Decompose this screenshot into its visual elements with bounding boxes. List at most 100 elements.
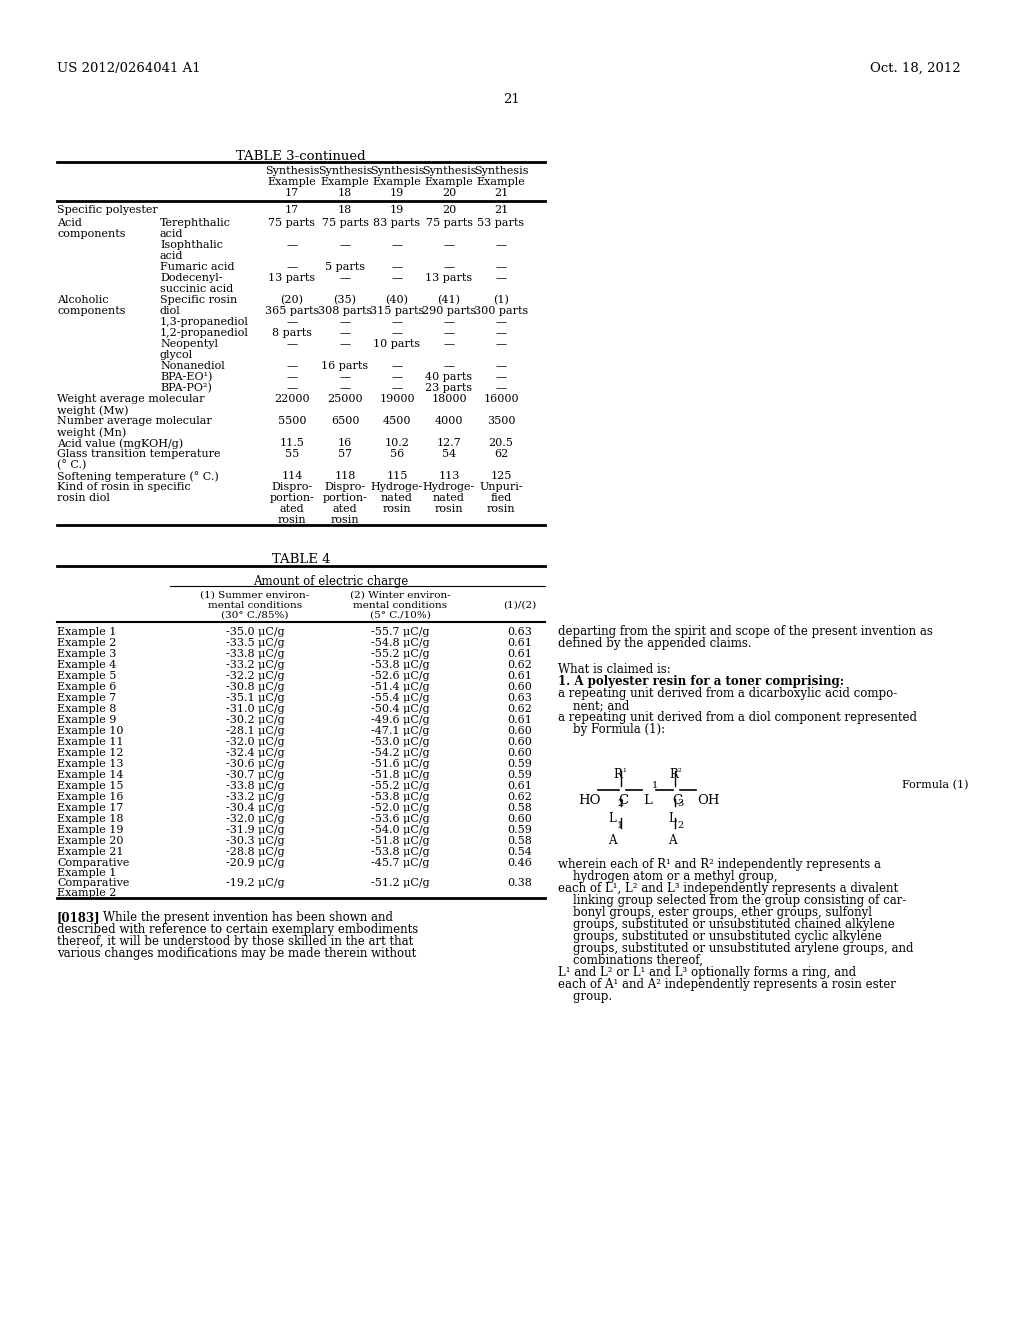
Text: 3: 3 xyxy=(677,800,683,808)
Text: Example: Example xyxy=(425,177,473,187)
Text: 21: 21 xyxy=(504,92,520,106)
Text: Number average molecular: Number average molecular xyxy=(57,416,212,426)
Text: —: — xyxy=(496,360,507,371)
Text: rosin: rosin xyxy=(278,515,306,525)
Text: Example 16: Example 16 xyxy=(57,792,124,803)
Text: 0.61: 0.61 xyxy=(508,649,532,659)
Text: Example 2: Example 2 xyxy=(57,888,117,898)
Text: R: R xyxy=(669,768,678,781)
Text: —: — xyxy=(496,273,507,282)
Text: Nonanediol: Nonanediol xyxy=(160,360,224,371)
Text: -35.0 μC/g: -35.0 μC/g xyxy=(225,627,285,638)
Text: diol: diol xyxy=(160,306,181,315)
Text: 0.63: 0.63 xyxy=(508,693,532,704)
Text: Dodecenyl-: Dodecenyl- xyxy=(160,273,222,282)
Text: —: — xyxy=(496,317,507,327)
Text: —: — xyxy=(287,317,298,327)
Text: -35.1 μC/g: -35.1 μC/g xyxy=(225,693,285,704)
Text: Example 17: Example 17 xyxy=(57,803,123,813)
Text: rosin: rosin xyxy=(383,504,412,513)
Text: 0.38: 0.38 xyxy=(508,878,532,888)
Text: 23 parts: 23 parts xyxy=(425,383,472,393)
Text: 1: 1 xyxy=(652,781,658,791)
Text: Dispro-: Dispro- xyxy=(271,482,312,492)
Text: rosin: rosin xyxy=(331,515,359,525)
Text: Synthesis: Synthesis xyxy=(370,166,424,176)
Text: Example 20: Example 20 xyxy=(57,836,124,846)
Text: 19: 19 xyxy=(390,205,404,215)
Text: 54: 54 xyxy=(442,449,456,459)
Text: -53.0 μC/g: -53.0 μC/g xyxy=(371,737,429,747)
Text: TABLE 4: TABLE 4 xyxy=(271,553,331,566)
Text: -55.7 μC/g: -55.7 μC/g xyxy=(371,627,429,638)
Text: 0.59: 0.59 xyxy=(508,759,532,770)
Text: -33.2 μC/g: -33.2 μC/g xyxy=(225,660,285,671)
Text: linking group selected from the group consisting of car-: linking group selected from the group co… xyxy=(558,894,906,907)
Text: Example 10: Example 10 xyxy=(57,726,124,737)
Text: -32.2 μC/g: -32.2 μC/g xyxy=(225,671,285,681)
Text: —: — xyxy=(496,339,507,348)
Text: -31.9 μC/g: -31.9 μC/g xyxy=(225,825,285,836)
Text: —: — xyxy=(391,273,402,282)
Text: groups, substituted or unsubstituted cyclic alkylene: groups, substituted or unsubstituted cyc… xyxy=(558,931,882,942)
Text: —: — xyxy=(287,360,298,371)
Text: -28.1 μC/g: -28.1 μC/g xyxy=(225,726,285,737)
Text: glycol: glycol xyxy=(160,350,194,360)
Text: 0.59: 0.59 xyxy=(508,825,532,836)
Text: 16000: 16000 xyxy=(483,393,519,404)
Text: 0.61: 0.61 xyxy=(508,638,532,648)
Text: Example 3: Example 3 xyxy=(57,649,117,659)
Text: wherein each of R¹ and R² independently represents a: wherein each of R¹ and R² independently … xyxy=(558,858,881,871)
Text: —: — xyxy=(287,261,298,272)
Text: Acid: Acid xyxy=(57,218,82,228)
Text: 19: 19 xyxy=(390,187,404,198)
Text: —: — xyxy=(443,261,455,272)
Text: Specific polyester: Specific polyester xyxy=(57,205,158,215)
Text: -33.8 μC/g: -33.8 μC/g xyxy=(225,781,285,791)
Text: 0.63: 0.63 xyxy=(508,627,532,638)
Text: —: — xyxy=(496,383,507,393)
Text: -51.2 μC/g: -51.2 μC/g xyxy=(371,878,429,888)
Text: Example 9: Example 9 xyxy=(57,715,117,725)
Text: US 2012/0264041 A1: US 2012/0264041 A1 xyxy=(57,62,201,75)
Text: L: L xyxy=(668,812,676,825)
Text: Example 15: Example 15 xyxy=(57,781,124,791)
Text: 75 parts: 75 parts xyxy=(322,218,369,228)
Text: 0.60: 0.60 xyxy=(508,814,532,824)
Text: -55.2 μC/g: -55.2 μC/g xyxy=(371,649,429,659)
Text: (20): (20) xyxy=(281,294,303,305)
Text: portion-: portion- xyxy=(323,492,368,503)
Text: mental conditions: mental conditions xyxy=(353,601,447,610)
Text: Example 6: Example 6 xyxy=(57,682,117,692)
Text: 113: 113 xyxy=(438,471,460,480)
Text: 2: 2 xyxy=(617,800,624,808)
Text: -53.8 μC/g: -53.8 μC/g xyxy=(371,792,429,803)
Text: components: components xyxy=(57,306,126,315)
Text: —: — xyxy=(339,317,350,327)
Text: group.: group. xyxy=(558,990,612,1003)
Text: -33.8 μC/g: -33.8 μC/g xyxy=(225,649,285,659)
Text: 1,2-propanediol: 1,2-propanediol xyxy=(160,327,249,338)
Text: 300 parts: 300 parts xyxy=(474,306,528,315)
Text: 0.58: 0.58 xyxy=(508,836,532,846)
Text: 18: 18 xyxy=(338,205,352,215)
Text: -51.4 μC/g: -51.4 μC/g xyxy=(371,682,429,692)
Text: A: A xyxy=(608,834,616,847)
Text: -51.6 μC/g: -51.6 μC/g xyxy=(371,759,429,770)
Text: Synthesis: Synthesis xyxy=(317,166,373,176)
Text: 53 parts: 53 parts xyxy=(477,218,524,228)
Text: 6500: 6500 xyxy=(331,416,359,426)
Text: groups, substituted or unsubstituted arylene groups, and: groups, substituted or unsubstituted ary… xyxy=(558,942,913,954)
Text: 290 parts: 290 parts xyxy=(422,306,476,315)
Text: departing from the spirit and scope of the present invention as: departing from the spirit and scope of t… xyxy=(558,624,933,638)
Text: —: — xyxy=(391,372,402,381)
Text: -53.8 μC/g: -53.8 μC/g xyxy=(371,847,429,857)
Text: Example: Example xyxy=(373,177,421,187)
Text: Example 5: Example 5 xyxy=(57,671,117,681)
Text: -32.0 μC/g: -32.0 μC/g xyxy=(225,737,285,747)
Text: 10 parts: 10 parts xyxy=(374,339,421,348)
Text: -54.8 μC/g: -54.8 μC/g xyxy=(371,638,429,648)
Text: ated: ated xyxy=(280,504,304,513)
Text: 40 parts: 40 parts xyxy=(425,372,472,381)
Text: 21: 21 xyxy=(494,205,508,215)
